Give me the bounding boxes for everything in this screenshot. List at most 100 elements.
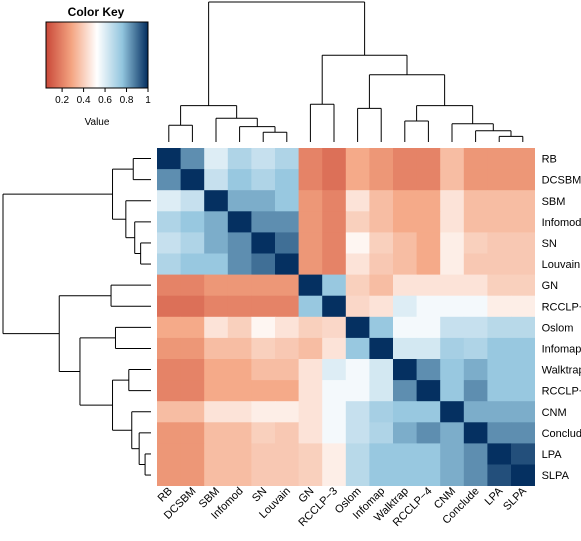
heatmap-cell <box>227 464 252 486</box>
heatmap-cell <box>440 443 465 465</box>
color-key-swatch <box>123 22 125 88</box>
heatmap-cell <box>511 232 535 254</box>
heatmap-cell <box>180 443 205 465</box>
heatmap-cell <box>180 232 205 254</box>
color-key-swatch <box>110 22 112 88</box>
heatmap-cell <box>180 169 205 191</box>
heatmap-cell <box>227 190 252 212</box>
heatmap-cell <box>440 190 465 212</box>
heatmap-cell <box>298 274 323 297</box>
heatmap-cell <box>180 274 205 297</box>
heatmap-cell <box>440 464 465 486</box>
color-key-swatch <box>99 22 101 88</box>
heatmap-cell <box>487 274 512 297</box>
color-key-swatch <box>114 22 116 88</box>
heatmap-cell <box>204 359 229 381</box>
heatmap-cell <box>511 380 535 402</box>
heatmap-cell <box>157 169 181 191</box>
heatmap-cell <box>251 169 276 191</box>
heatmap-cell <box>393 253 417 275</box>
heatmap-cell <box>369 380 394 402</box>
row-label: CNM <box>542 407 567 419</box>
color-key-swatch <box>104 22 106 88</box>
color-key-swatch <box>100 22 102 88</box>
color-key-swatch <box>129 22 131 88</box>
heatmap-cell <box>157 148 181 170</box>
heatmap-cell <box>275 359 299 381</box>
heatmap-cell <box>345 401 370 423</box>
heatmap-cell <box>487 253 512 275</box>
color-key-swatch <box>54 22 56 88</box>
row-dendrogram <box>2 158 151 476</box>
heatmap-cell <box>275 316 299 339</box>
color-key-swatch <box>116 22 118 88</box>
heatmap-cell <box>393 169 417 191</box>
heatmap-cell <box>180 211 205 233</box>
heatmap-cell <box>487 295 512 318</box>
color-key-axis-label: Value <box>85 117 110 128</box>
color-key-swatch <box>142 22 144 88</box>
color-key-swatch <box>75 22 77 88</box>
heatmap-cell <box>393 316 417 339</box>
row-label: RCCLP−3 <box>542 301 581 313</box>
heatmap-cell <box>463 359 488 381</box>
heatmap-cell <box>157 464 181 486</box>
heatmap-cell <box>345 316 370 339</box>
heatmap-cell <box>322 274 347 297</box>
color-key-swatch <box>51 22 53 88</box>
color-key-swatch <box>115 22 117 88</box>
row-label: Oslom <box>542 322 574 334</box>
heatmap-cell <box>275 190 299 212</box>
row-label: Conclude <box>542 428 581 440</box>
heatmap-cell <box>511 401 535 423</box>
color-key-swatch <box>88 22 90 88</box>
heatmap-cell <box>440 337 465 360</box>
heatmap-cell <box>463 443 488 465</box>
heatmap-cell <box>369 464 394 486</box>
color-key-swatch <box>77 22 79 88</box>
color-key-swatch <box>137 22 139 88</box>
heatmap-cell <box>463 211 488 233</box>
color-key-swatch <box>119 22 121 88</box>
color-key-tick-label: 0.6 <box>98 95 112 106</box>
color-key-swatch <box>106 22 108 88</box>
heatmap-cell <box>416 148 441 170</box>
heatmap-cell <box>393 401 417 423</box>
heatmap-cell <box>345 464 370 486</box>
heatmap-cell <box>511 295 535 318</box>
heatmap-cell <box>275 401 299 423</box>
color-key-swatch <box>59 22 61 88</box>
color-key-swatch <box>121 22 123 88</box>
heatmap-cell <box>157 211 181 233</box>
heatmap-cell <box>227 422 252 444</box>
color-key-swatch <box>141 22 143 88</box>
heatmap-cell <box>275 337 299 360</box>
color-key-swatch <box>135 22 137 88</box>
row-label: GN <box>542 280 559 292</box>
color-key-swatch <box>50 22 52 88</box>
heatmap-cell <box>393 295 417 318</box>
heatmap-cell <box>511 148 535 170</box>
row-label: RB <box>542 154 557 166</box>
heatmap-cell <box>204 337 229 360</box>
heatmap-cell <box>157 337 181 360</box>
heatmap-cell <box>157 316 181 339</box>
heatmap-cell <box>204 169 229 191</box>
heatmap-cell <box>180 295 205 318</box>
heatmap-cell <box>369 295 394 318</box>
heatmap-cell <box>511 190 535 212</box>
heatmap-cell <box>463 295 488 318</box>
heatmap-cell <box>298 380 323 402</box>
heatmap-cell <box>227 380 252 402</box>
color-key-swatch <box>71 22 73 88</box>
color-key-swatch <box>47 22 49 88</box>
color-key-swatch <box>102 22 104 88</box>
color-key-swatch <box>68 22 70 88</box>
heatmap-cell <box>463 422 488 444</box>
heatmap-cell <box>369 274 394 297</box>
heatmap-cell <box>251 253 276 275</box>
color-key-swatch <box>76 22 78 88</box>
heatmap-cell <box>345 190 370 212</box>
heatmap-cell <box>322 316 347 339</box>
heatmap-cell <box>157 401 181 423</box>
